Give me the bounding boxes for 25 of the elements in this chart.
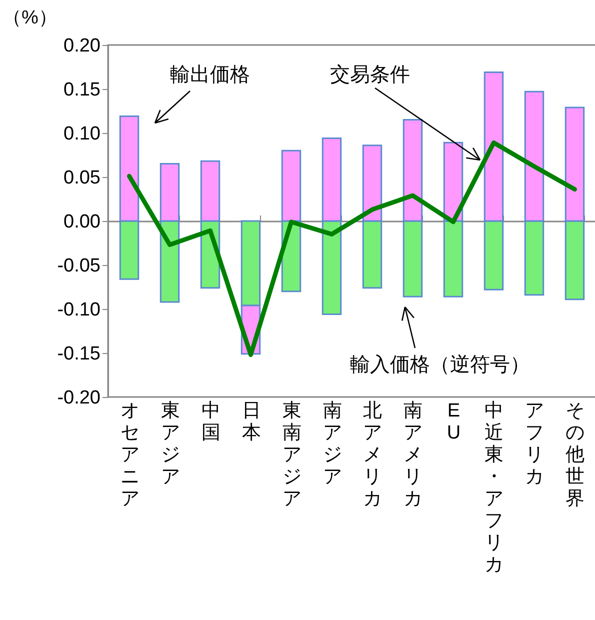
x-tick-label: 南アメリカ <box>404 400 423 510</box>
text: 交易条件 <box>330 64 410 86</box>
y-tick-label: -0.15 <box>57 344 100 364</box>
y-tick-label: 0.05 <box>64 168 100 188</box>
x-tick-label: アフリカ <box>525 400 544 488</box>
x-tick-label: 東アジア <box>160 400 180 488</box>
x-tick-label: 日本 <box>242 400 261 444</box>
y-tick-label: -0.10 <box>57 300 100 320</box>
y-axis-title: （%） <box>2 8 58 28</box>
y-tick-label: 0.20 <box>64 36 100 56</box>
y-tick-label: -0.20 <box>57 388 100 408</box>
x-tick-label: 南アジア <box>322 400 342 488</box>
y-tick-label: 0.00 <box>64 212 100 232</box>
x-tick-label: その他世界 <box>566 400 585 510</box>
text: 輸入価格（逆符号） <box>350 354 530 376</box>
y-tick-label: 0.10 <box>64 124 100 144</box>
x-tick-label: EU <box>446 400 461 444</box>
x-tick-label: 中国 <box>201 400 220 444</box>
y-tick-label: 0.15 <box>64 80 100 100</box>
y-tick-label: -0.05 <box>57 256 100 276</box>
x-tick-label: 中近東・アフリカ <box>484 400 504 576</box>
x-tick-label: オセアニア <box>120 400 140 510</box>
x-tick-label: 東南アジア <box>282 400 302 510</box>
text: 輸出価格 <box>170 64 250 86</box>
x-tick-label: 北アメリカ <box>363 400 382 510</box>
